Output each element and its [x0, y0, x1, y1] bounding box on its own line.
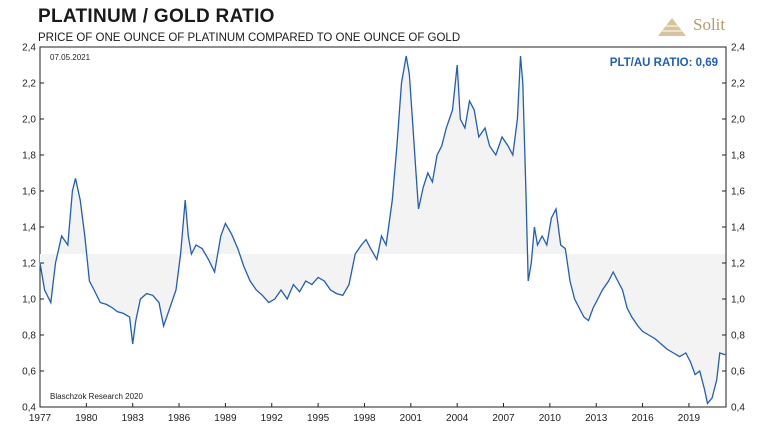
chart-title: PLATINUM / GOLD RATIO — [38, 6, 275, 27]
x-tick-label: 1998 — [353, 413, 376, 424]
x-tick-label: 1989 — [214, 413, 237, 424]
y-tick-label-right: 2,4 — [731, 43, 745, 54]
x-tick-label: 1983 — [122, 413, 145, 424]
x-tick-label: 1980 — [75, 413, 98, 424]
x-tick-label: 1986 — [168, 413, 191, 424]
date-label: 07.05.2021 — [50, 53, 91, 62]
x-tick-label: 1977 — [29, 413, 52, 424]
x-axis: 1977 1980 1983 1986 1989 1992 1995 1998 2001 2004… — [29, 403, 701, 424]
deviation-shade — [40, 56, 726, 404]
x-tick-label: 1992 — [261, 413, 284, 424]
logo-text: Solit — [693, 15, 726, 34]
shaded-bands — [40, 56, 726, 404]
x-tick-label: 2013 — [585, 413, 608, 424]
y-tick-label: 1,0 — [22, 295, 36, 306]
x-tick-label: 2010 — [539, 413, 562, 424]
plot-frame — [39, 46, 727, 408]
y-tick-label: 2,2 — [22, 79, 36, 90]
chart-subtitle: PRICE OF ONE OUNCE OF PLATINUM COMPARED … — [38, 32, 461, 44]
y-tick-label: 2,4 — [22, 43, 36, 54]
x-tick-label: 1995 — [307, 413, 330, 424]
ratio-series-line — [39, 55, 726, 405]
ratio-value-label: PLT/AU RATIO: 0,69 — [610, 57, 718, 69]
y-tick-label: 1,6 — [22, 187, 36, 198]
y-tick-label-right: 0,8 — [731, 331, 745, 342]
y-tick-label: 0,6 — [22, 367, 36, 378]
x-tick-label: 2007 — [492, 413, 515, 424]
y-tick-label-right: 1,6 — [731, 187, 745, 198]
y-tick-label-right: 2,2 — [731, 79, 745, 90]
y-tick-label-right: 2,0 — [731, 115, 745, 126]
y-tick-label-right: 1,0 — [731, 295, 745, 306]
y-tick-label: 1,2 — [22, 259, 36, 270]
y-tick-label-right: 0,4 — [731, 403, 745, 414]
y-tick-label-right: 0,6 — [731, 367, 745, 378]
y-tick-label: 1,4 — [22, 223, 36, 234]
y-tick-label: 1,8 — [22, 151, 36, 162]
y-tick-label-right: 1,8 — [731, 151, 745, 162]
y-tick-label: 0,4 — [22, 403, 36, 414]
pyramid-logo-icon — [658, 18, 686, 36]
y-tick-label-right: 1,2 — [731, 259, 745, 270]
x-tick-label: 2001 — [400, 413, 423, 424]
y-tick-label: 0,8 — [22, 331, 36, 342]
source-label: Blaschzok Research 2020 — [50, 392, 143, 401]
x-tick-label: 2019 — [678, 413, 701, 424]
x-tick-label: 2004 — [446, 413, 469, 424]
x-tick-label: 2016 — [631, 413, 654, 424]
y-axis-right: 0,4 0,6 0,8 1,0 1,2 1,4 1,6 1,8 2,0 2,2 2,4 — [722, 43, 745, 414]
y-tick-label-right: 1,4 — [731, 223, 745, 234]
y-axis-left: 0,4 0,6 0,8 1,0 1,2 1,4 1,6 1,8 2,0 2,2 2,4 — [22, 43, 44, 414]
y-tick-label: 2,0 — [22, 115, 36, 126]
